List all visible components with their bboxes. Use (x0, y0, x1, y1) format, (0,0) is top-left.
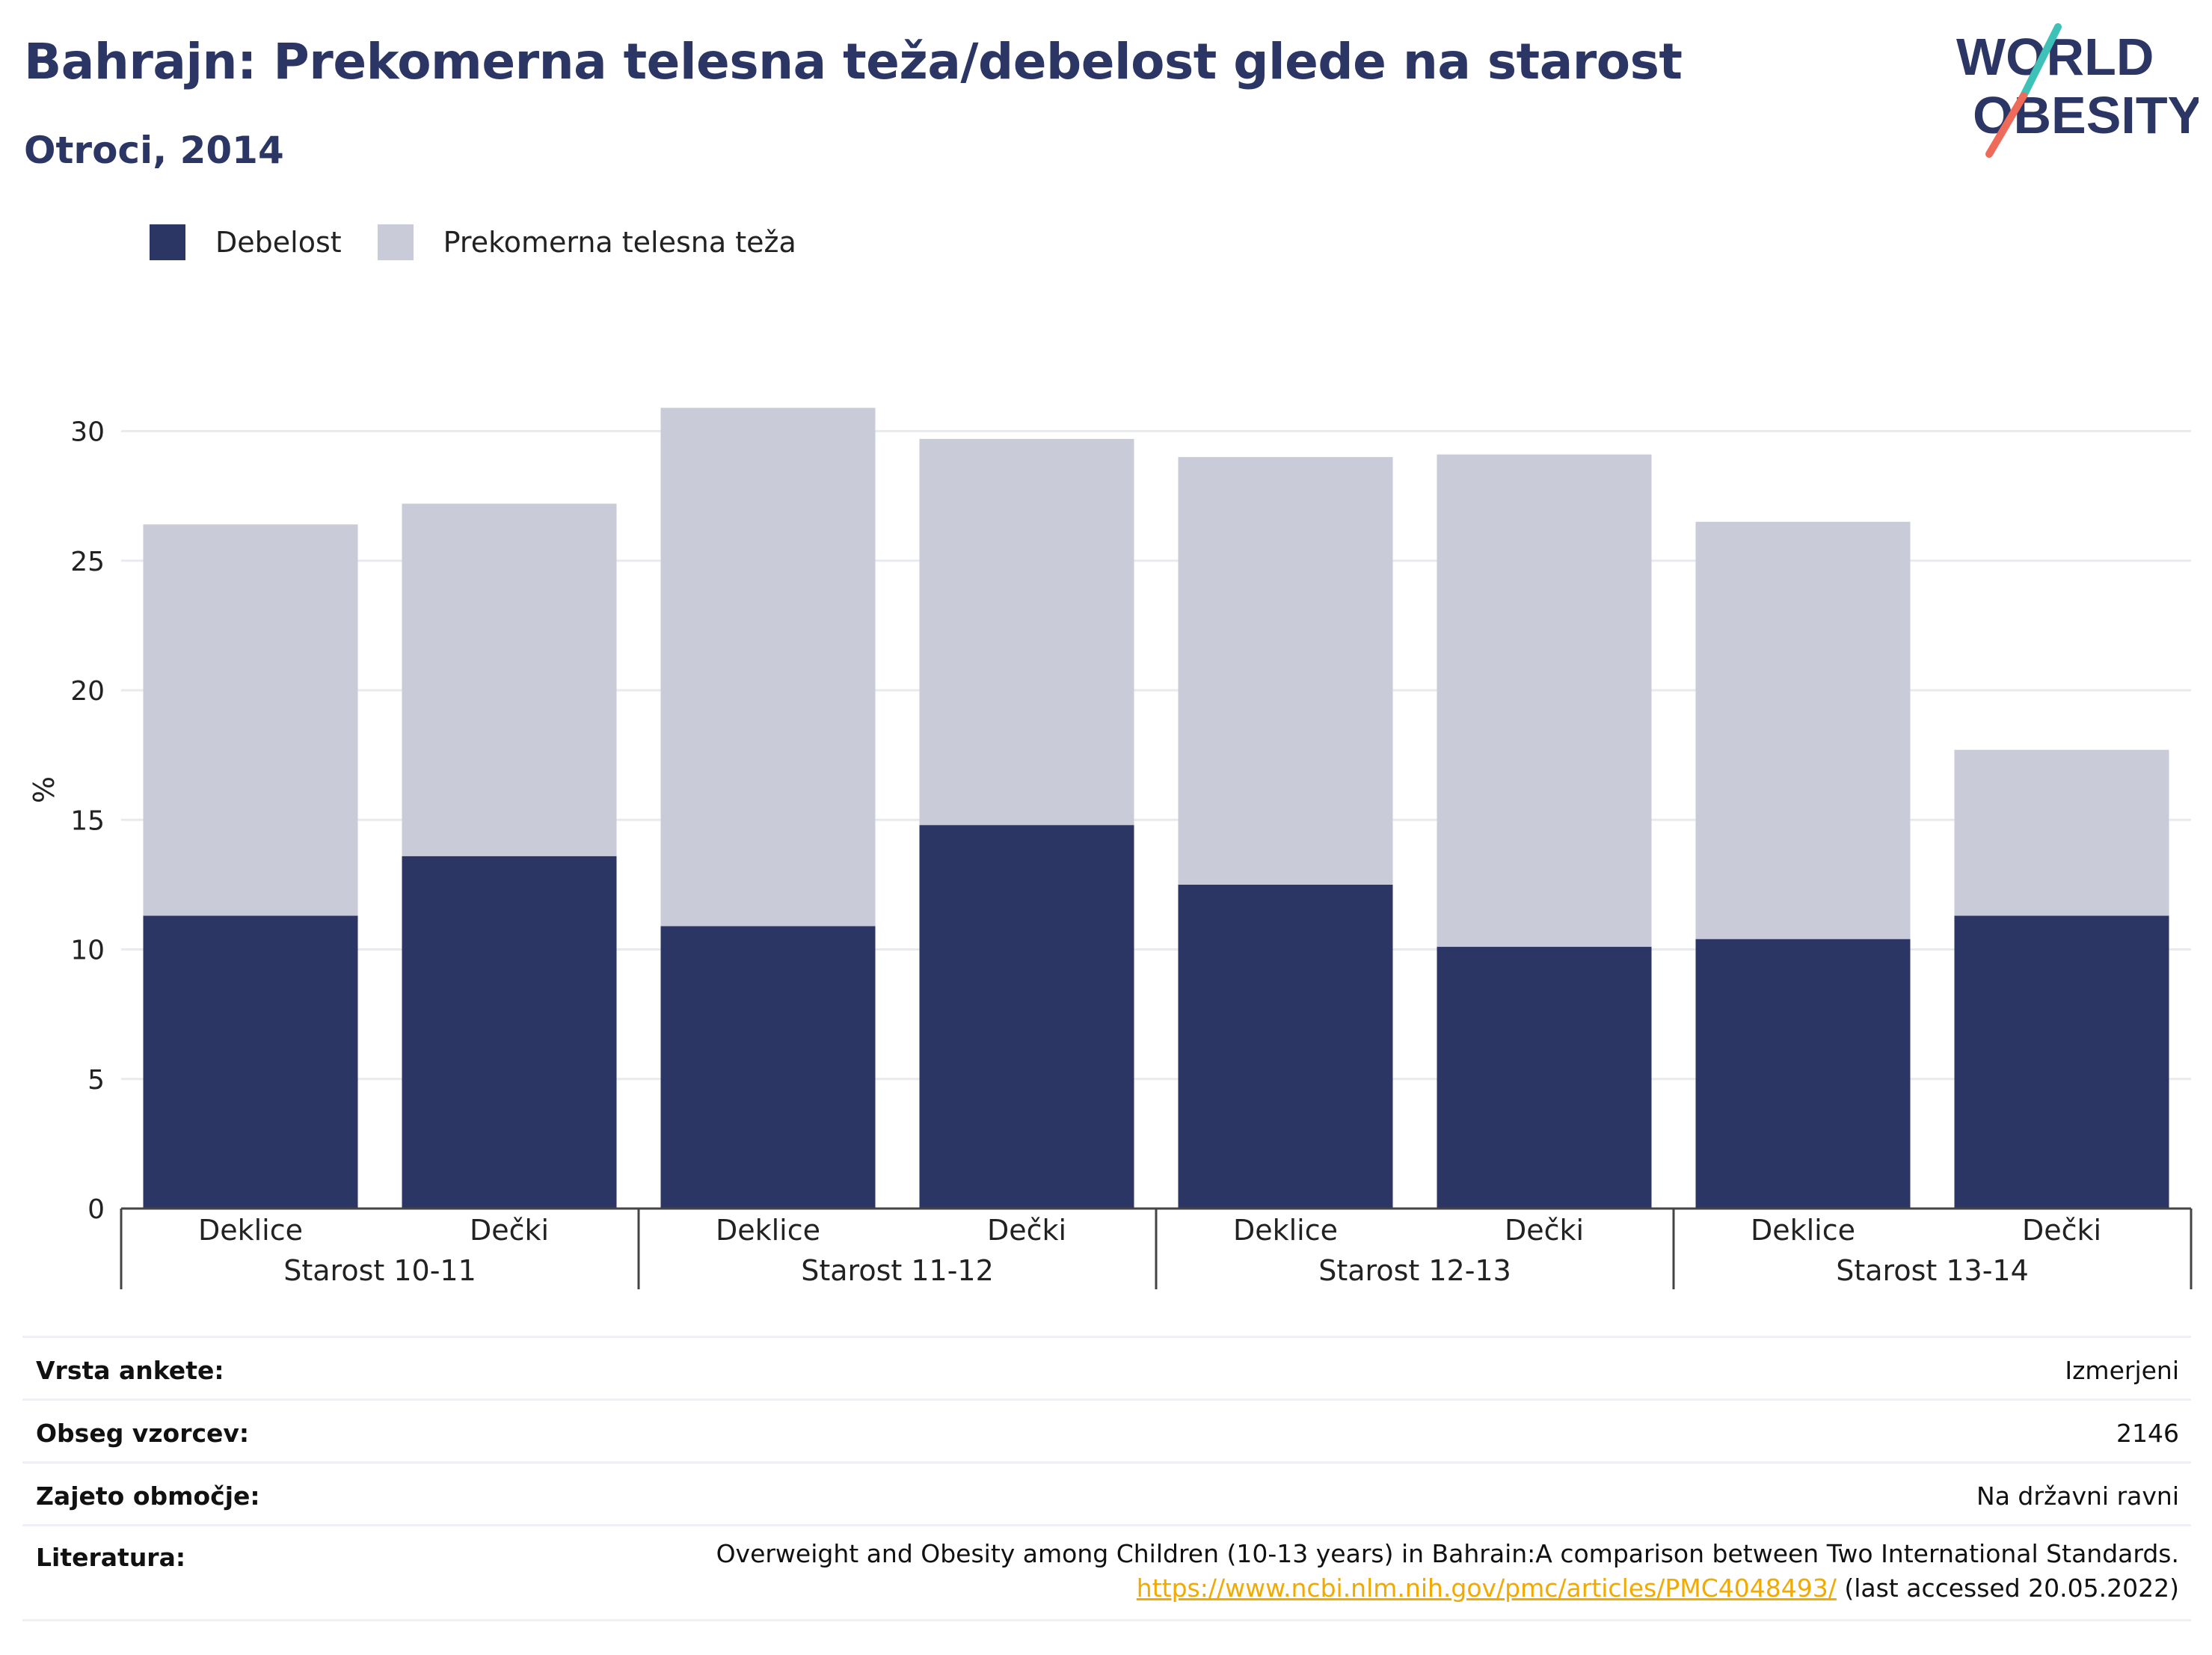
y-tick-label: 30 (70, 417, 105, 448)
stacked-bar-chart: 0 5 10 15 20 25 30% Deklice Dečki Deklice Dečki Dek… (28, 408, 2193, 1289)
info-value-sample-size: 2146 (2116, 1419, 2179, 1448)
bar-overweight (1437, 454, 1652, 948)
info-label-coverage: Zajeto območje: (36, 1481, 260, 1511)
x-tick-label: Dečki (987, 1214, 1066, 1247)
legend-swatch-overweight (377, 224, 414, 260)
info-label-survey-type: Vrsta ankete: (36, 1356, 224, 1385)
bar-overweight (1178, 457, 1393, 885)
info-value-coverage: Na državni ravni (1976, 1481, 2179, 1511)
chart-legend: Debelost Prekomerna telesna teža (150, 221, 832, 263)
group-label: Starost 13-14 (1836, 1254, 2029, 1287)
survey-info-table: Vrsta ankete: Izmerjeni Obseg vzorcev: 2… (22, 1336, 2191, 1621)
x-tick-label: Deklice (716, 1214, 820, 1247)
chart-title: Bahrajn: Prekomerna telesna teža/debelos… (24, 33, 1683, 90)
group-label: Starost 10-11 (283, 1254, 476, 1287)
reference-link-line: https://www.ncbi.nlm.nih.gov/pmc/article… (716, 1571, 2179, 1606)
bar-obesity (1178, 884, 1393, 1209)
bar-obesity (919, 825, 1134, 1209)
group-label: Starost 12-13 (1318, 1254, 1511, 1287)
y-tick-label: 25 (70, 547, 105, 577)
x-tick-label: Deklice (198, 1214, 303, 1247)
x-tick-label: Deklice (1751, 1214, 1855, 1247)
reference-link[interactable]: https://www.ncbi.nlm.nih.gov/pmc/article… (1136, 1573, 1837, 1603)
info-value-reference: Overweight and Obesity among Children (1… (716, 1537, 2179, 1606)
world-obesity-logo: WORLD OBESITY (1956, 23, 2199, 158)
bar-overweight (660, 408, 876, 927)
logo-slash-teal (2020, 23, 2062, 99)
legend-label-obesity: Debelost (215, 226, 342, 259)
bar-obesity (402, 856, 617, 1209)
bar-overweight (1695, 521, 1911, 939)
bar-obesity (1437, 947, 1652, 1209)
logo-slash-coral (1985, 92, 2027, 158)
info-row-reference: Literatura: Overweight and Obesity among… (22, 1524, 2191, 1621)
x-tick-label: Deklice (1233, 1214, 1338, 1247)
info-value-survey-type: Izmerjeni (2065, 1356, 2179, 1385)
y-tick-label: 20 (70, 676, 105, 707)
bar-obesity (660, 926, 876, 1209)
y-axis-label: % (28, 776, 61, 803)
reference-accessed-note: (last accessed 20.05.2022) (1836, 1573, 2179, 1603)
chart-subtitle: Otroci, 2014 (24, 129, 284, 172)
y-tick-label: 10 (70, 936, 105, 966)
bar-overweight (919, 438, 1134, 826)
x-tick-label: Dečki (470, 1214, 549, 1247)
y-tick-label: 15 (70, 805, 105, 836)
bar-obesity (143, 915, 358, 1209)
info-row-sample-size: Obseg vzorcev: 2146 (22, 1398, 2191, 1461)
info-row-coverage: Zajeto območje: Na državni ravni (22, 1461, 2191, 1524)
bar-obesity (1695, 939, 1911, 1209)
bar-overweight (143, 524, 358, 916)
group-label: Starost 11-12 (801, 1254, 994, 1287)
x-tick-label: Dečki (1505, 1214, 1584, 1247)
x-tick-label: Dečki (2022, 1214, 2101, 1247)
legend-item-overweight[interactable]: Prekomerna telesna teža (377, 224, 796, 260)
info-label-reference: Literatura: (36, 1543, 186, 1572)
info-label-sample-size: Obseg vzorcev: (36, 1419, 250, 1448)
bar-overweight (1954, 749, 2169, 916)
legend-swatch-obesity (150, 224, 185, 260)
y-tick-label: 5 (87, 1065, 105, 1096)
reference-title: Overweight and Obesity among Children (1… (716, 1539, 2179, 1568)
y-tick-label: 0 (87, 1194, 105, 1225)
bar-overweight (402, 503, 617, 856)
legend-label-overweight: Prekomerna telesna teža (443, 226, 796, 259)
legend-item-obesity[interactable]: Debelost (150, 224, 342, 260)
bar-obesity (1954, 915, 2169, 1209)
info-row-survey-type: Vrsta ankete: Izmerjeni (22, 1336, 2191, 1398)
